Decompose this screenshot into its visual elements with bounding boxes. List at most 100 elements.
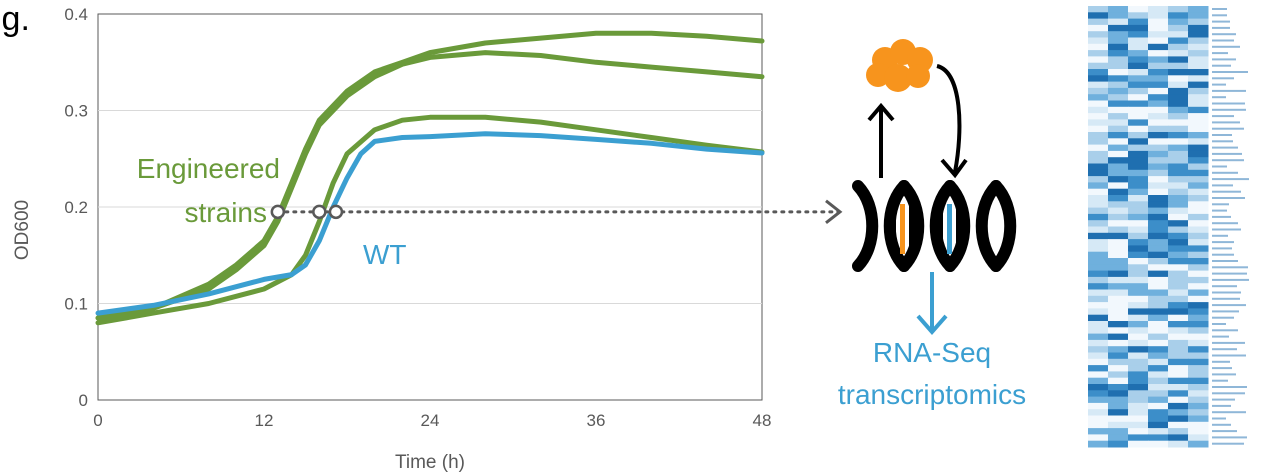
heatmap-cell [1128, 333, 1149, 341]
heatmap-cell [1148, 169, 1169, 177]
heatmap-cell [1168, 327, 1189, 335]
heatmap-cell [1168, 119, 1189, 127]
heatmap-cell [1088, 182, 1109, 190]
heatmap-cell [1188, 207, 1209, 215]
heatmap-row-label [1212, 146, 1238, 149]
heatmap-cell [1188, 346, 1209, 353]
engineered-label-line1: Engineered [137, 153, 280, 184]
heatmap-cell [1128, 352, 1149, 360]
heatmap-row-label [1212, 335, 1229, 338]
heatmap-cell [1088, 69, 1109, 76]
heatmap-cell [1188, 62, 1209, 70]
heatmap-cell [1188, 195, 1209, 202]
heatmap-cell [1188, 390, 1209, 398]
dna-helix-icon [852, 180, 1017, 272]
heatmap-cell [1168, 31, 1189, 38]
heatmap-cell [1148, 339, 1169, 347]
heatmap-row-label [1212, 127, 1244, 130]
heatmap-cell [1148, 365, 1169, 372]
heatmap-cell [1148, 384, 1169, 391]
heatmap-cell [1128, 339, 1149, 347]
heatmap-row-label [1212, 285, 1237, 288]
heatmap-cell [1148, 428, 1169, 435]
x-axis-title: Time (h) [395, 452, 465, 473]
heatmap-cell [1088, 314, 1109, 322]
heatmap-cell [1128, 31, 1149, 38]
series-lines [95, 30, 765, 326]
heatmap-cell [1108, 251, 1129, 259]
heatmap-cell [1188, 37, 1209, 45]
heatmap-cell [1108, 132, 1129, 139]
heatmap-row-label [1212, 253, 1234, 256]
heatmap-cell [1108, 100, 1129, 108]
heatmap-cell [1188, 365, 1209, 372]
heatmap-cell [1148, 390, 1169, 398]
heatmap-cell [1188, 415, 1209, 423]
heatmap-cell [1188, 138, 1209, 146]
heatmap-cell [1148, 226, 1169, 234]
heatmap-cell [1188, 144, 1209, 152]
heatmap-cell [1128, 264, 1149, 272]
heatmap-cell [1168, 308, 1189, 316]
heatmap-cell [1168, 276, 1189, 284]
heatmap-cell [1128, 56, 1149, 64]
heatmap-cell [1108, 163, 1129, 171]
heatmap-cell [1188, 239, 1209, 246]
heatmap-cell [1128, 12, 1149, 20]
heatmap-cell [1148, 415, 1169, 423]
heatmap-cell [1088, 339, 1109, 347]
heatmap-cell [1128, 421, 1149, 429]
heatmap-cell [1168, 18, 1189, 26]
heatmap-row-label [1212, 83, 1226, 86]
heatmap-row-label [1212, 310, 1239, 313]
heatmap-row-label [1212, 304, 1246, 307]
heatmap-cell [1128, 157, 1149, 164]
heatmap-cell [1108, 6, 1129, 13]
heatmap-cell [1188, 201, 1209, 209]
x-tick-label: 36 [587, 411, 606, 430]
heatmap-cell [1188, 75, 1209, 83]
heatmap-cell [1168, 176, 1189, 183]
heatmap-cell [1088, 302, 1109, 309]
heatmap-cell [1088, 434, 1109, 442]
heatmap-cell [1188, 289, 1209, 297]
heatmap-cell [1088, 113, 1109, 120]
heatmap-cell [1148, 119, 1169, 127]
heatmap-cell [1148, 6, 1169, 13]
heatmap-cell [1188, 283, 1209, 290]
heatmap-cell [1108, 220, 1129, 227]
heatmap-cell [1128, 365, 1149, 372]
heatmap-cell [1108, 37, 1129, 45]
heatmap-cell [1148, 182, 1169, 190]
heatmap-cell [1148, 327, 1169, 335]
heatmap-cell [1148, 125, 1169, 133]
heatmap-cell [1108, 157, 1129, 164]
heatmap-cell [1128, 226, 1149, 234]
x-tick-label: 48 [753, 411, 772, 430]
heatmap-cell [1108, 43, 1129, 51]
heatmap-cell [1188, 302, 1209, 309]
heatmap-cell [1148, 346, 1169, 353]
heatmap-cell [1108, 346, 1129, 353]
heatmap-cell [1088, 384, 1109, 391]
heatmap-cell [1128, 169, 1149, 177]
heatmap-cell [1088, 421, 1109, 429]
heatmap-cell [1108, 409, 1129, 416]
heatmap-row-label [1212, 71, 1248, 73]
heatmap-cell [1128, 440, 1149, 448]
heatmap-row-label [1212, 234, 1228, 237]
heatmap-cell [1148, 239, 1169, 246]
heatmap-cell [1168, 43, 1189, 51]
heatmap-cell [1148, 18, 1169, 26]
heatmap-cell [1188, 87, 1209, 95]
heatmap-cell [1168, 402, 1189, 410]
heatmap-cell [1128, 396, 1149, 404]
heatmap-cell [1148, 81, 1169, 89]
series-line-engineered-1 [95, 30, 765, 321]
heatmap-cell [1088, 138, 1109, 146]
heatmap-row-label [1212, 272, 1247, 275]
rna-seq-arrow [916, 272, 948, 336]
heatmap-cell [1148, 295, 1169, 303]
heatmap-cell [1188, 371, 1209, 379]
